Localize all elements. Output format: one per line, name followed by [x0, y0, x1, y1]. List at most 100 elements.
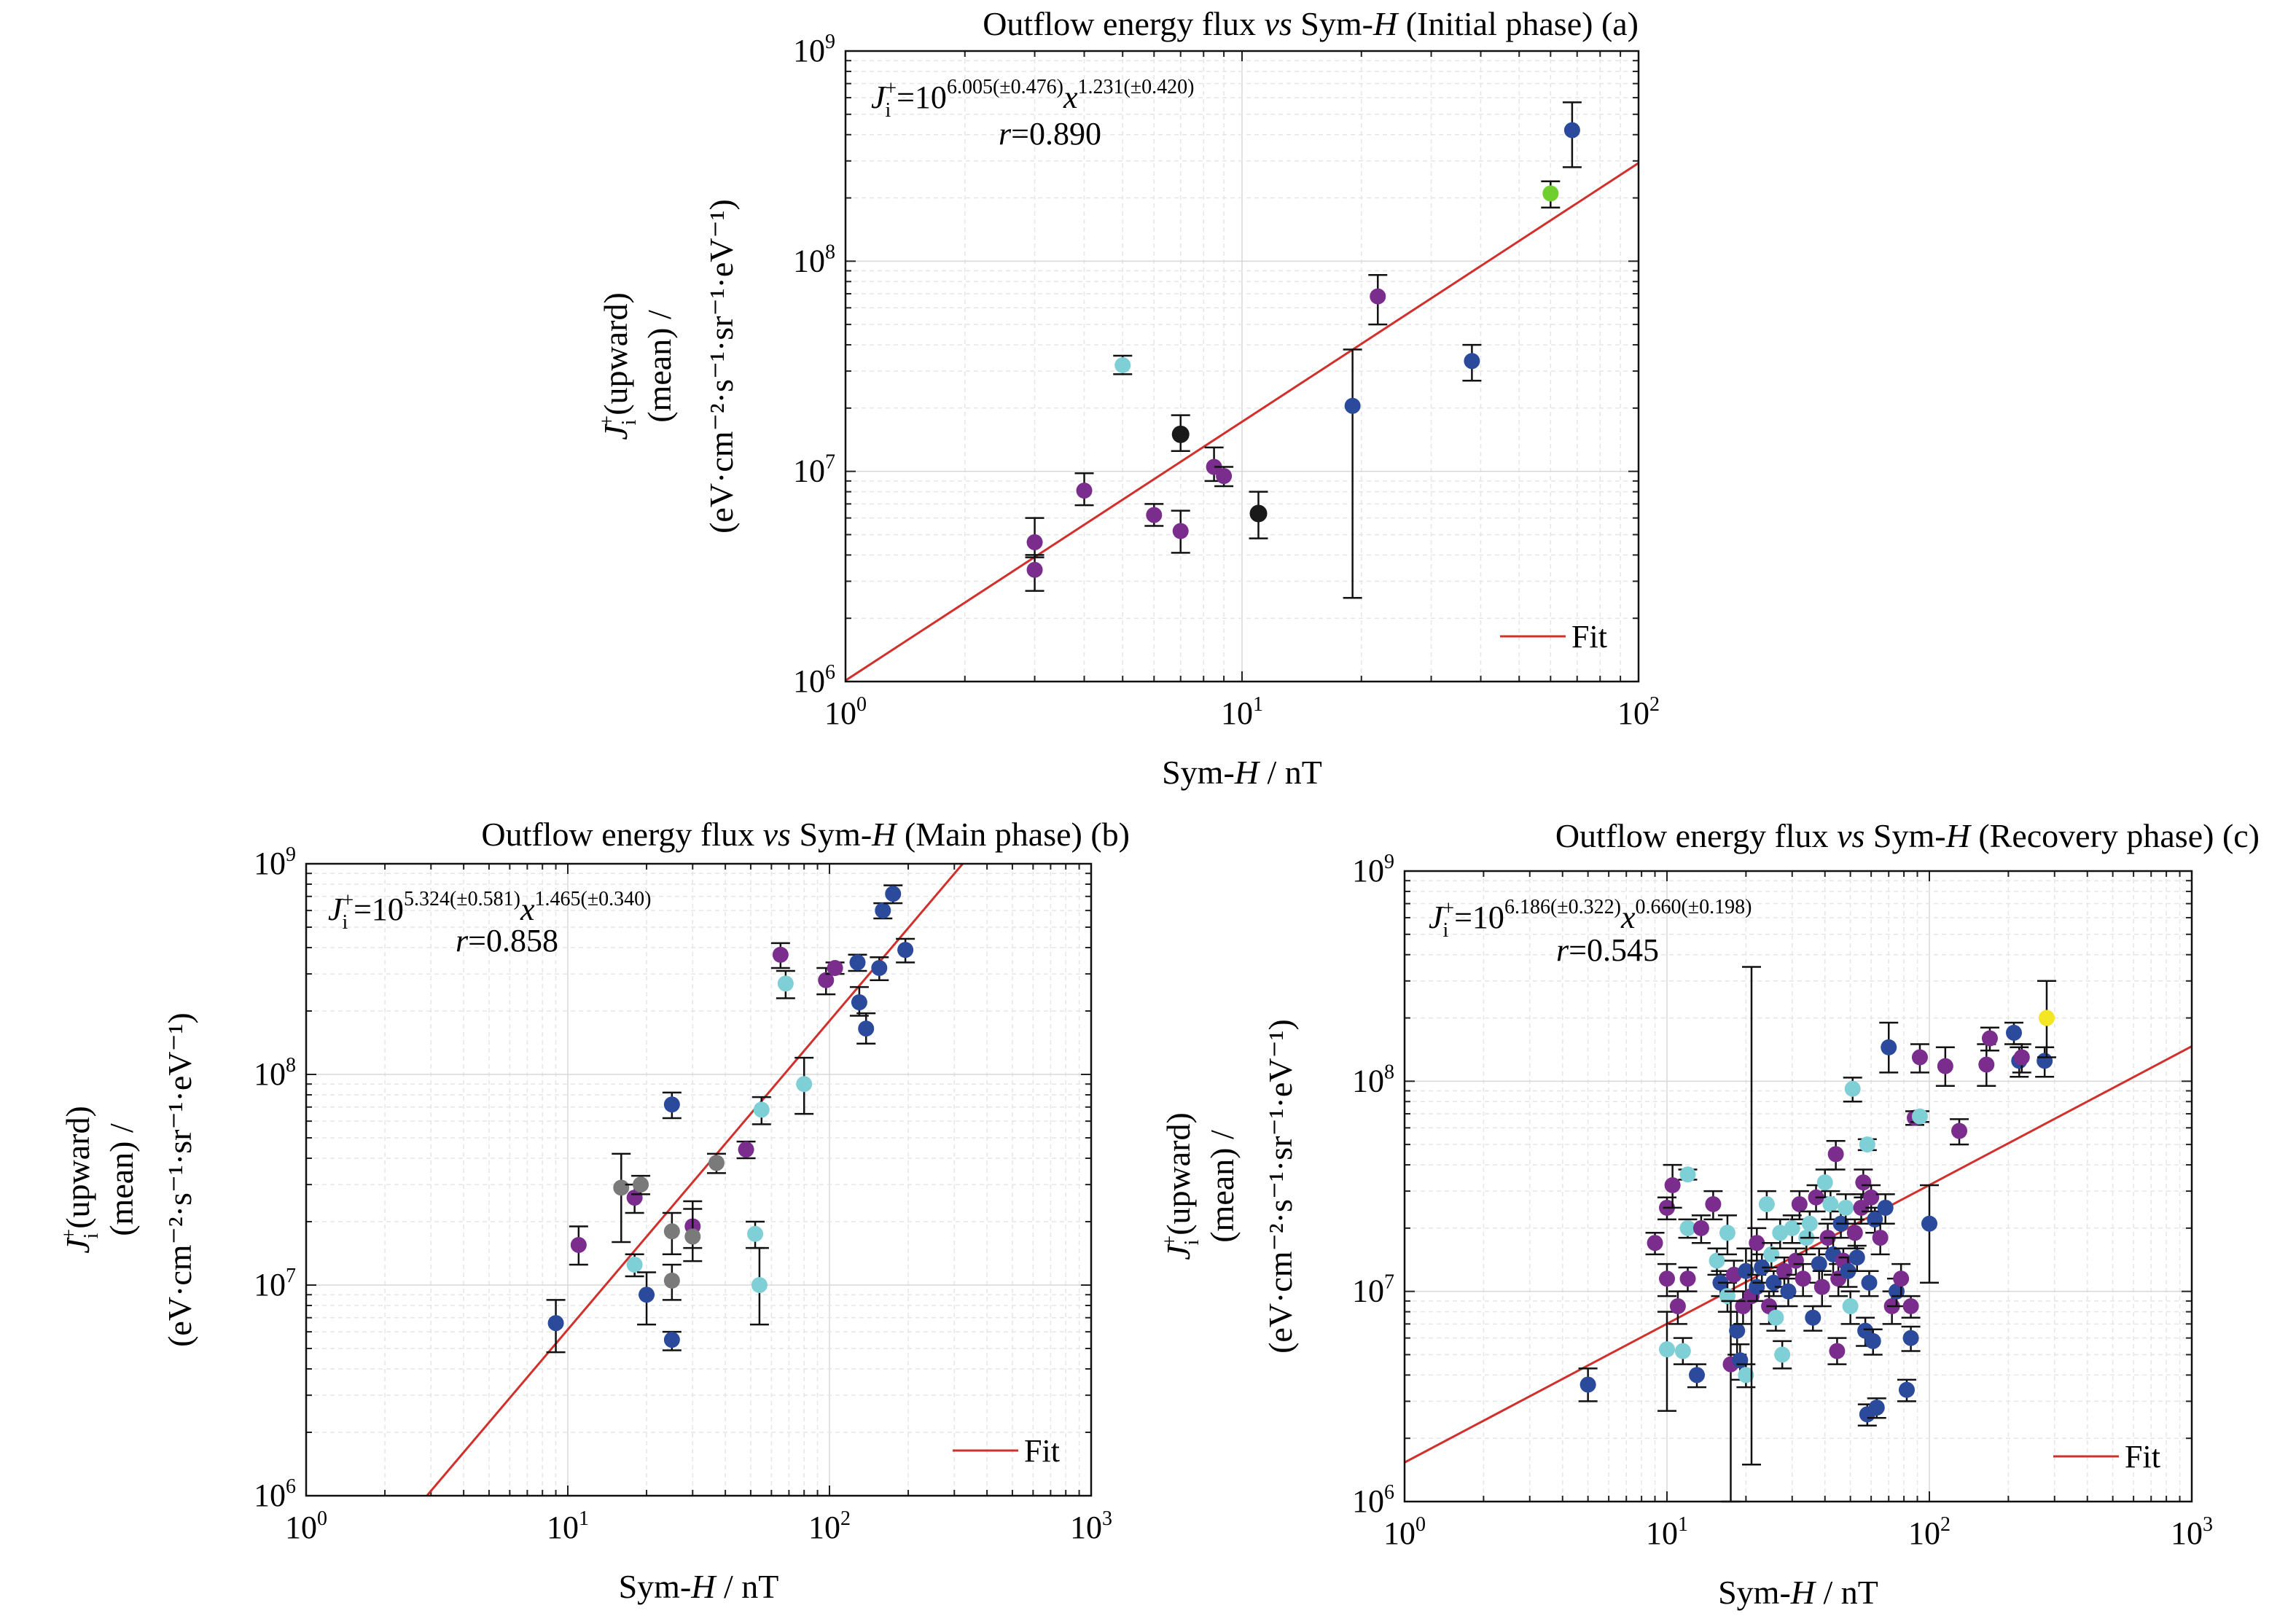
data-point: [1757, 1190, 1776, 1221]
data-point: [2012, 1043, 2031, 1074]
marker: [613, 1179, 630, 1196]
y-tick-label: 106: [254, 1475, 296, 1513]
marker: [1902, 1298, 1919, 1315]
data-point: [1741, 966, 1761, 1466]
data-point: [1891, 1262, 1911, 1297]
marker: [885, 886, 902, 902]
marker: [1679, 1166, 1696, 1183]
y-axis-label-line3: (eV·cm⁻²·s⁻¹·sr⁻¹·eV⁻¹): [1262, 1019, 1299, 1354]
data-point: [2004, 1021, 2023, 1045]
marker: [1659, 1341, 1675, 1358]
data-point: [746, 1220, 765, 1249]
marker: [1647, 1235, 1663, 1252]
data-point: [706, 1152, 726, 1174]
data-point: [1859, 1270, 1879, 1297]
marker: [849, 954, 866, 971]
data-point: [1847, 1244, 1867, 1272]
x-tick-label: 100: [285, 1507, 327, 1545]
marker: [2037, 1053, 2053, 1069]
marker: [1729, 1322, 1746, 1339]
marker: [871, 960, 888, 977]
marker: [1801, 1215, 1818, 1232]
data-point: [1673, 1337, 1692, 1365]
correlation-coefficient: r=0.890: [999, 116, 1101, 152]
legend: Fit: [1500, 619, 1607, 655]
marker: [772, 946, 789, 963]
marker: [751, 1277, 768, 1293]
data-point: [1717, 1214, 1737, 1256]
legend-label: Fit: [1571, 619, 1607, 655]
marker: [1171, 425, 1190, 443]
data-point: [856, 1012, 876, 1045]
marker: [818, 972, 835, 988]
marker: [1877, 1199, 1894, 1216]
marker: [753, 1101, 770, 1118]
chart-title: Outflow energy flux vs Sym-H (Main phase…: [481, 816, 1130, 853]
data-point: [873, 902, 893, 920]
marker: [897, 942, 914, 959]
marker: [1784, 1219, 1800, 1236]
marker: [1679, 1219, 1696, 1236]
data-point: [1950, 1118, 1969, 1146]
marker: [1114, 357, 1131, 374]
marker: [1076, 483, 1093, 499]
marker: [1705, 1196, 1722, 1213]
data-point: [546, 1299, 566, 1354]
data-point: [1657, 1262, 1676, 1297]
data-point: [1863, 1328, 1883, 1356]
data-point: [1875, 1193, 1895, 1225]
data-point: [751, 1096, 771, 1125]
data-point: [1920, 1184, 1939, 1284]
x-tick-label: 100: [824, 693, 867, 731]
chart-title: Outflow energy flux vs Sym-H (Initial ph…: [983, 5, 1639, 42]
data-point: [896, 937, 915, 964]
marker: [1580, 1376, 1596, 1393]
x-tick-label: 101: [547, 1507, 589, 1545]
marker: [1844, 1080, 1861, 1097]
data-point: [625, 1253, 644, 1278]
marker: [1172, 523, 1189, 539]
marker: [747, 1225, 764, 1242]
data-point: [683, 1200, 703, 1262]
data-point: [1541, 180, 1561, 208]
y-axis-label-line3: (eV·cm⁻²·s⁻¹·sr⁻¹·eV⁻¹): [161, 1012, 198, 1347]
data-point: [1980, 1026, 1999, 1052]
x-tick-label: 100: [1383, 1513, 1426, 1551]
marker: [1026, 534, 1043, 550]
marker: [1669, 1298, 1686, 1315]
marker: [1674, 1343, 1691, 1359]
data-point: [1691, 1214, 1711, 1244]
marker: [1689, 1367, 1706, 1383]
data-point: [1821, 1190, 1840, 1221]
marker: [1768, 1309, 1784, 1326]
x-tick-label: 102: [808, 1507, 851, 1545]
data-point: [1462, 343, 1482, 382]
marker: [1146, 507, 1163, 523]
panel-b: 100 101 102 103 106 107 108 109 Outflow energy f…: [58, 816, 1130, 1605]
data-point: [776, 969, 795, 999]
data-point: [662, 1091, 682, 1120]
marker: [1026, 561, 1043, 578]
data-point: [1789, 1190, 1809, 1221]
marker: [663, 1272, 680, 1289]
data-point: [1762, 1241, 1781, 1269]
legend-label: Fit: [2125, 1439, 2160, 1475]
data-point: [1901, 1295, 1921, 1319]
data-point: [1025, 554, 1044, 592]
y-axis-label-line2: (mean) /: [641, 310, 678, 423]
marker: [1881, 1039, 1897, 1055]
data-point: [1910, 1043, 1929, 1074]
fit-equation: Ji+=106.005(±0.476)x1.231(±0.420): [871, 76, 1195, 122]
chart-title: Outflow energy flux vs Sym-H (Recovery p…: [1555, 817, 2260, 854]
marker: [1795, 1270, 1811, 1287]
data-point: [749, 1246, 769, 1326]
data-point: [1854, 1168, 1873, 1198]
grid: [1405, 871, 2192, 1502]
data-point: [1171, 510, 1190, 554]
marker: [1805, 1309, 1821, 1326]
data-point: [1897, 1378, 1916, 1402]
data-point: [1812, 1270, 1832, 1308]
marker: [1370, 288, 1386, 305]
marker: [663, 1332, 680, 1348]
data-point: [1074, 472, 1094, 507]
